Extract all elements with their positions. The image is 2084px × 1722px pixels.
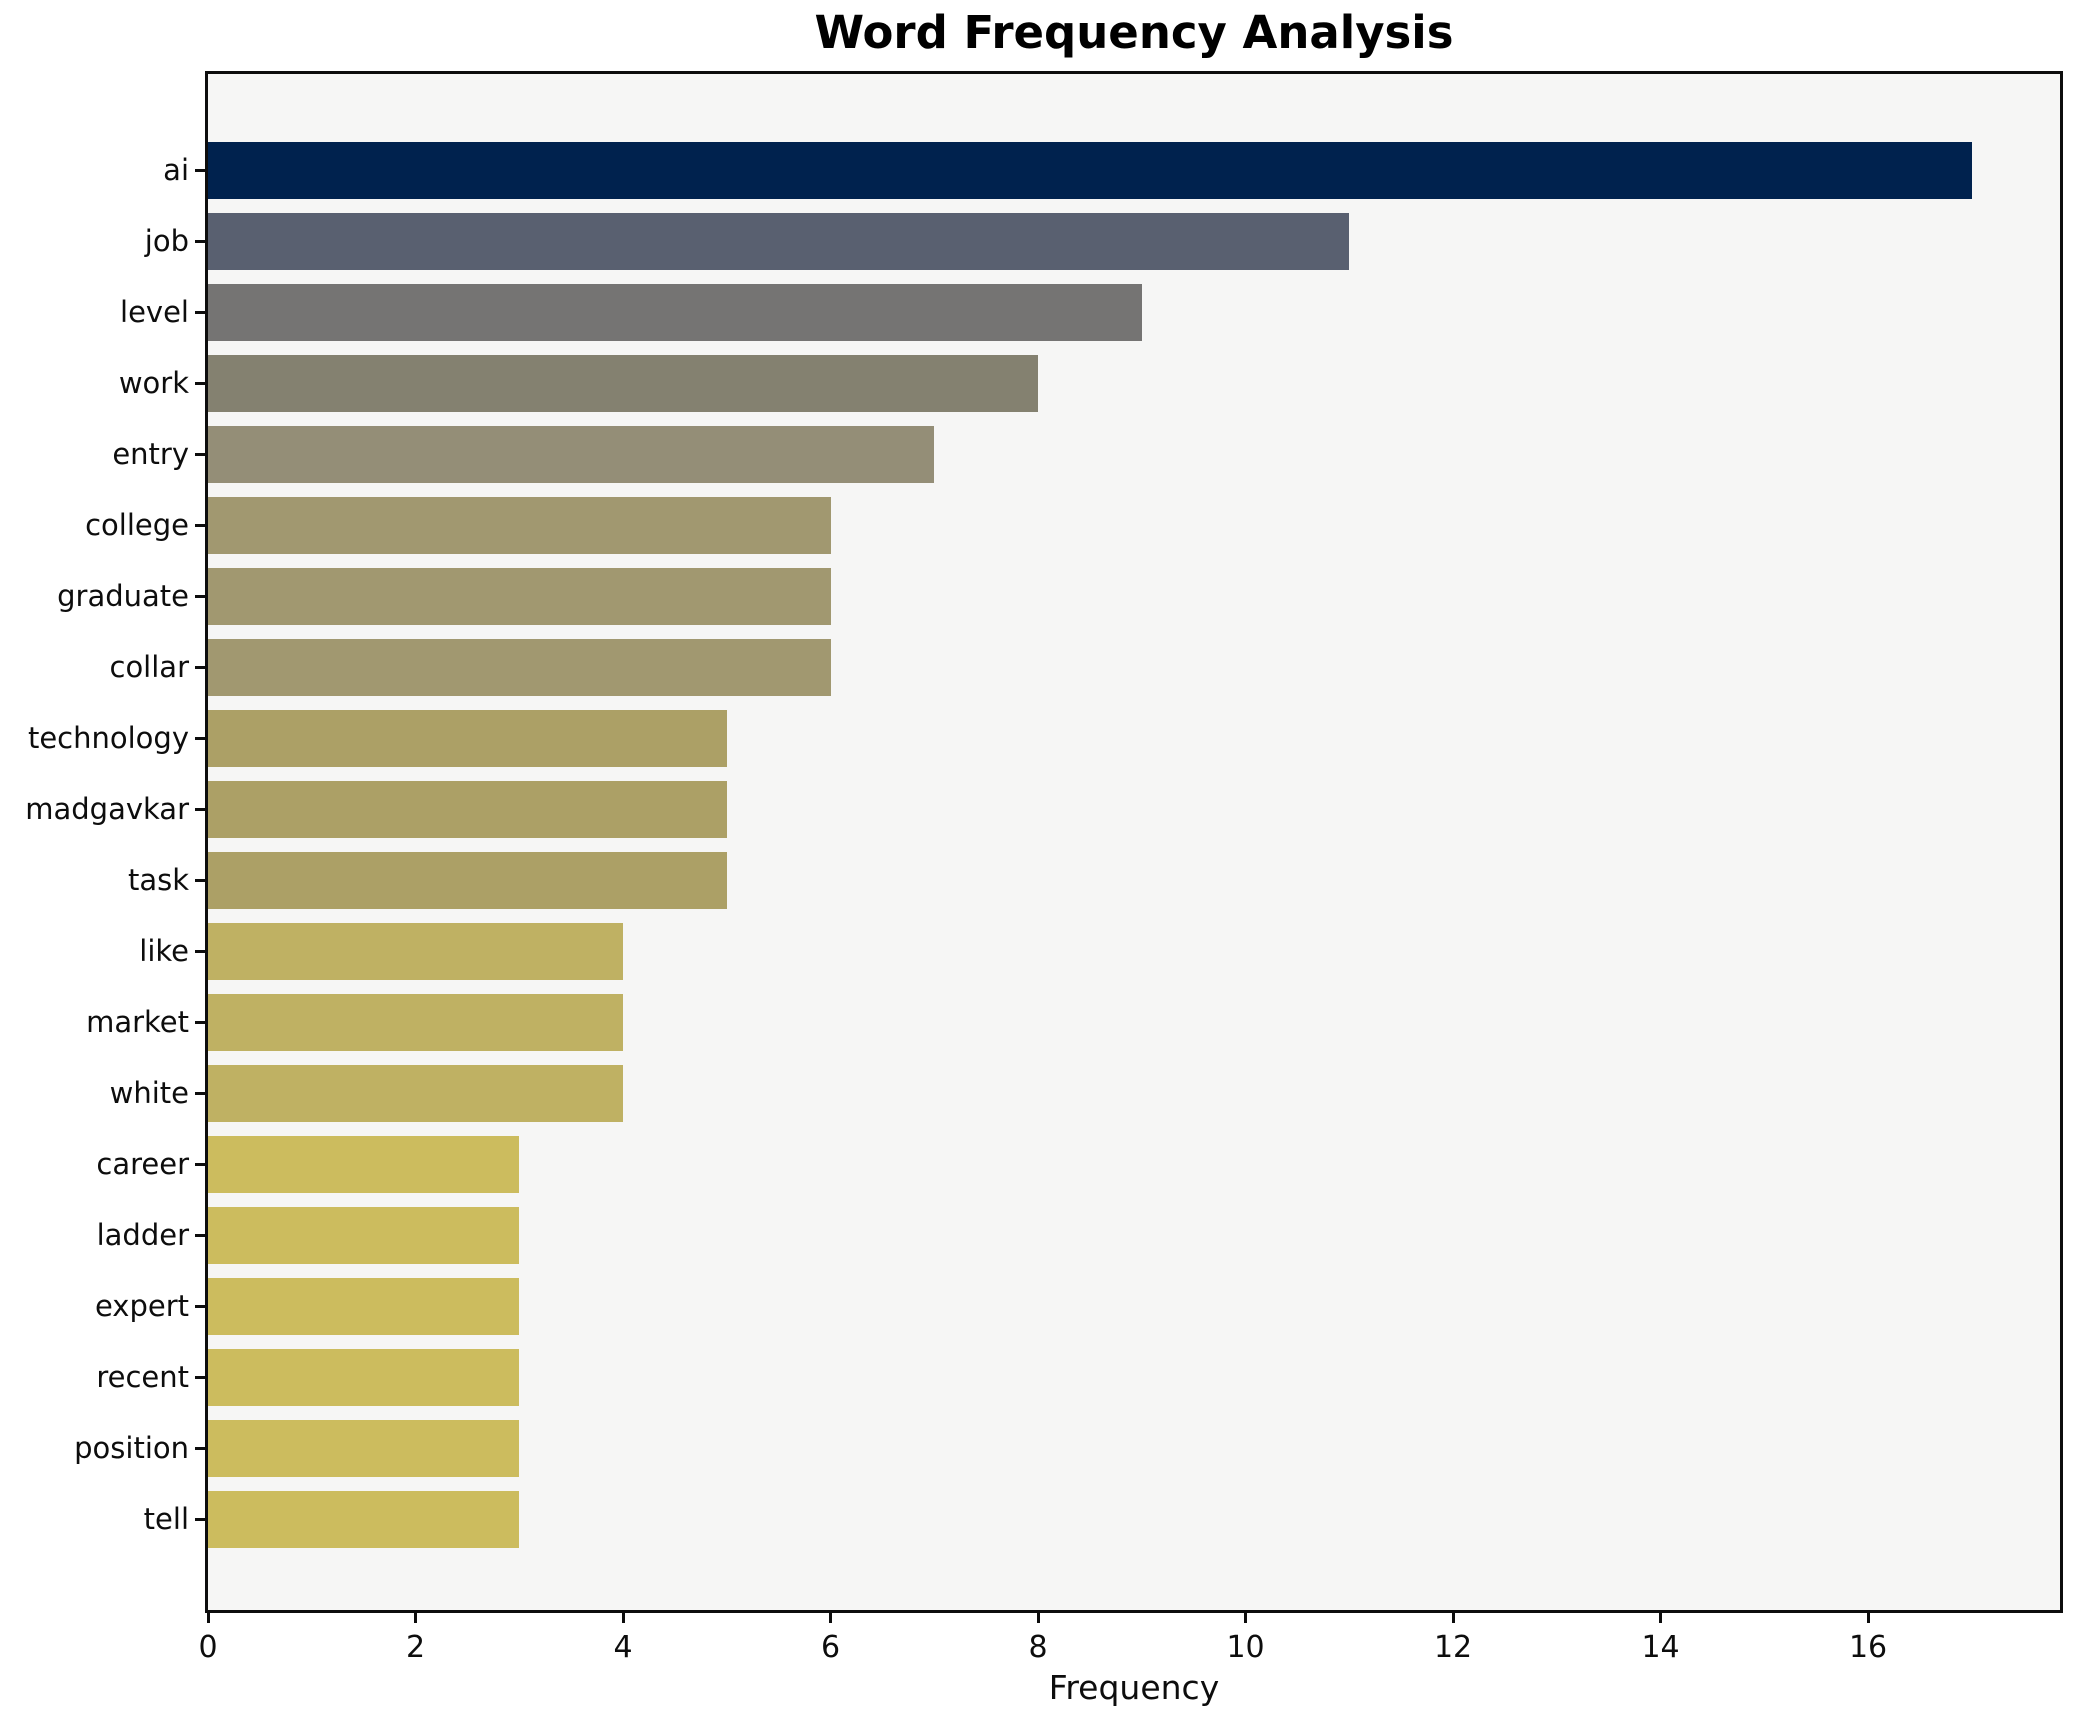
bar-madgavkar xyxy=(208,780,727,838)
bar-recent xyxy=(208,1348,520,1406)
x-tick-label-6: 6 xyxy=(820,1630,841,1665)
bar-job xyxy=(208,212,1350,270)
y-tick-mark xyxy=(195,1517,205,1521)
bar-tell xyxy=(208,1490,520,1548)
bar-graduate xyxy=(208,567,831,625)
x-tick-label-4: 4 xyxy=(613,1630,633,1665)
bar-work xyxy=(208,354,1039,412)
y-tick-mark xyxy=(195,239,205,243)
bar-entry xyxy=(208,425,935,483)
y-tick-label-collar: collar xyxy=(109,650,190,684)
x-tick-mark xyxy=(621,1613,625,1623)
y-tick-mark xyxy=(195,168,205,172)
x-tick-mark xyxy=(1451,1613,1455,1623)
y-tick-label-ai: ai xyxy=(163,153,189,187)
x-tick-label-14: 14 xyxy=(1641,1630,1680,1665)
y-tick-mark xyxy=(195,736,205,740)
x-tick-label-10: 10 xyxy=(1226,1630,1265,1665)
bar-technology xyxy=(208,709,727,767)
bar-task xyxy=(208,851,727,909)
y-tick-mark xyxy=(195,1020,205,1024)
x-tick-mark xyxy=(1036,1613,1040,1623)
y-tick-mark xyxy=(195,1091,205,1095)
y-tick-mark xyxy=(195,594,205,598)
x-tick-mark xyxy=(414,1613,417,1623)
x-tick-label-0: 0 xyxy=(198,1630,218,1665)
bar-white xyxy=(208,1064,623,1122)
bar-market xyxy=(208,993,623,1051)
y-tick-mark xyxy=(195,1233,205,1237)
x-tick-label-8: 8 xyxy=(1028,1630,1048,1665)
x-tick-mark xyxy=(1659,1613,1663,1623)
x-axis-title: Frequency xyxy=(1048,1668,1220,1707)
y-tick-mark xyxy=(195,1304,205,1308)
y-tick-label-like: like xyxy=(139,934,189,968)
y-tick-label-career: career xyxy=(96,1147,189,1181)
y-tick-label-level: level xyxy=(120,295,189,329)
y-tick-label-work: work xyxy=(118,366,189,400)
bar-like xyxy=(208,922,623,980)
x-tick-mark xyxy=(829,1613,833,1623)
x-tick-mark xyxy=(206,1613,210,1623)
bar-collar xyxy=(208,638,831,696)
y-tick-mark xyxy=(195,1446,205,1450)
bar-college xyxy=(208,496,831,554)
plot-area xyxy=(205,71,2063,1613)
y-tick-mark xyxy=(195,665,205,669)
y-tick-label-position: position xyxy=(74,1431,189,1465)
y-tick-mark xyxy=(195,949,205,953)
y-tick-label-graduate: graduate xyxy=(57,579,189,613)
bar-level xyxy=(208,283,1142,341)
bar-expert xyxy=(208,1277,520,1335)
y-tick-mark xyxy=(195,1375,205,1379)
y-tick-mark xyxy=(195,452,205,456)
y-tick-label-task: task xyxy=(127,863,189,897)
x-tick-label-12: 12 xyxy=(1433,1630,1473,1665)
bar-career xyxy=(208,1135,520,1193)
x-tick-mark xyxy=(1866,1613,1870,1623)
bar-position xyxy=(208,1419,520,1477)
bar-ai xyxy=(208,141,1972,199)
y-tick-label-market: market xyxy=(86,1005,189,1039)
y-tick-mark xyxy=(195,381,205,385)
y-tick-mark xyxy=(195,1162,205,1166)
y-tick-label-tell: tell xyxy=(143,1502,189,1536)
y-tick-label-entry: entry xyxy=(112,437,189,471)
y-tick-label-college: college xyxy=(85,508,189,542)
y-tick-label-recent: recent xyxy=(96,1360,189,1394)
y-tick-label-madgavkar: madgavkar xyxy=(25,792,189,826)
x-tick-label-16: 16 xyxy=(1848,1630,1888,1665)
x-tick-label-2: 2 xyxy=(405,1630,426,1665)
y-tick-label-expert: expert xyxy=(94,1289,189,1323)
y-tick-label-job: job xyxy=(144,224,189,258)
x-tick-mark xyxy=(1244,1613,1248,1623)
y-tick-mark xyxy=(195,807,205,811)
bar-ladder xyxy=(208,1206,520,1264)
y-tick-label-white: white xyxy=(109,1076,189,1110)
y-tick-mark xyxy=(195,878,205,882)
y-tick-mark xyxy=(195,523,205,527)
y-tick-mark xyxy=(195,310,205,314)
chart-title: Word Frequency Analysis xyxy=(814,6,1454,59)
y-tick-label-technology: technology xyxy=(27,721,189,755)
y-tick-label-ladder: ladder xyxy=(96,1218,189,1252)
